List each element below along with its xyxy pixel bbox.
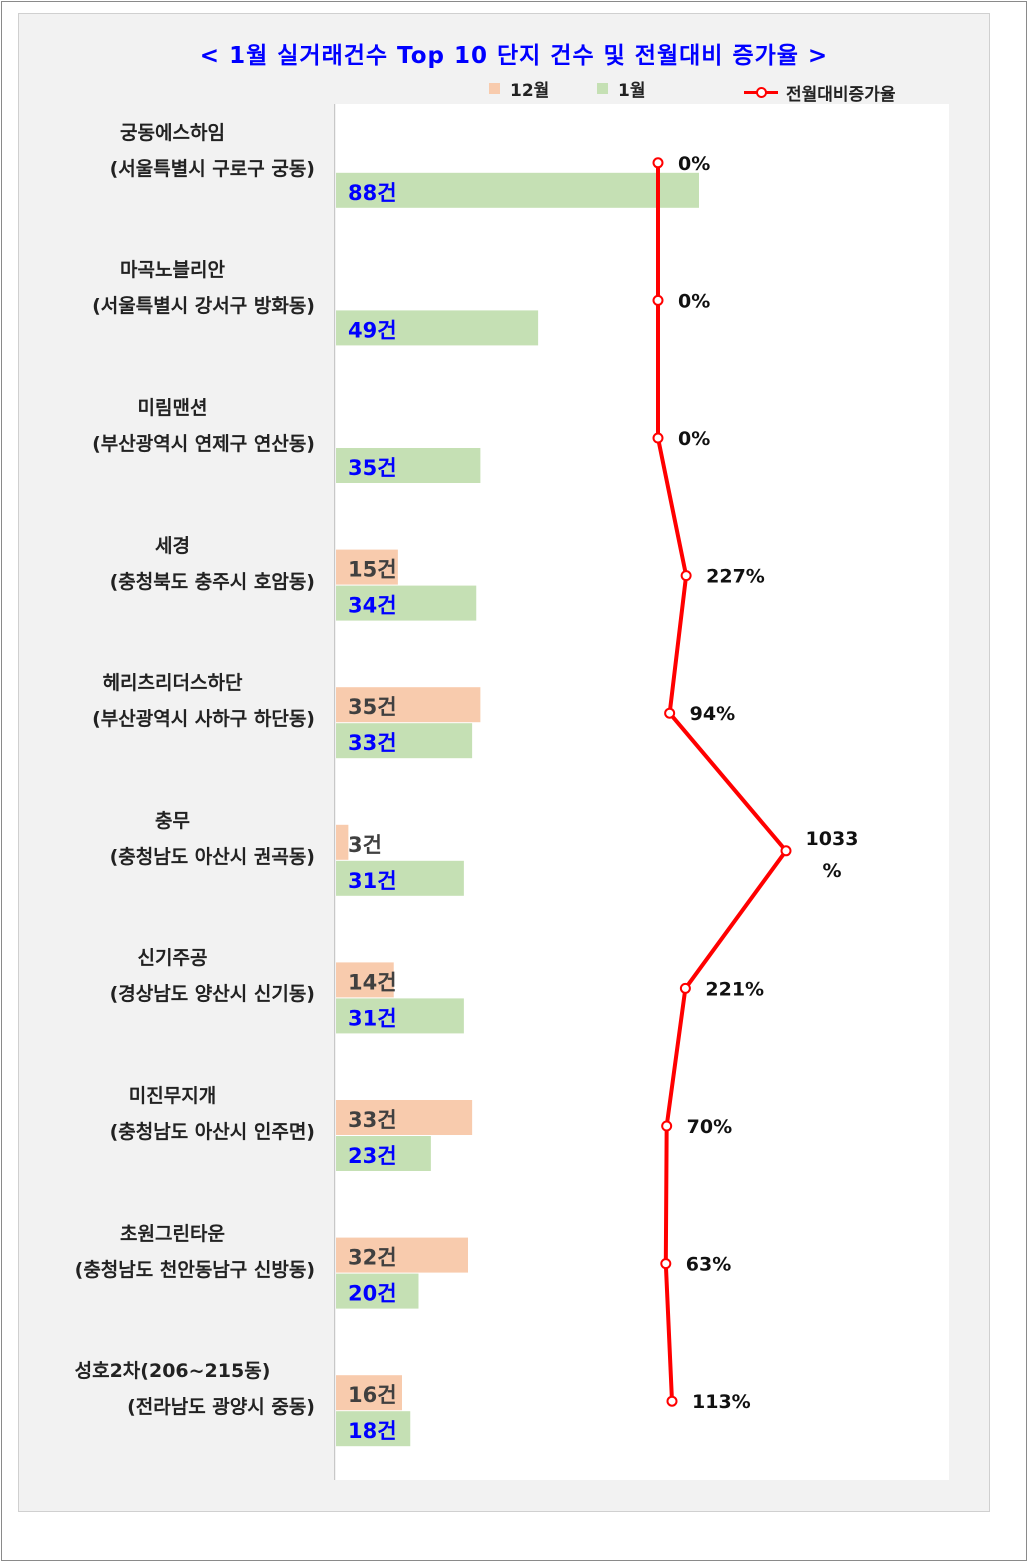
data-label-jan-2: 35건 [348, 456, 397, 480]
bar-jan-6 [336, 998, 464, 1034]
category-label-7: 미진무지개 (충청남도 아산시 인주면) [30, 1078, 315, 1150]
rate-label-0: 0% [678, 153, 710, 175]
bar-dec-8 [336, 1237, 468, 1273]
legend-swatch-jan [597, 83, 608, 94]
legend-label-jan: 1월 [618, 81, 646, 101]
data-label-dec-8: 32건 [348, 1246, 397, 1270]
category-location-3: (충청북도 충주시 호암동) [109, 570, 315, 593]
legend-label-rate: 전월대비증가율 [786, 85, 896, 105]
bar-dec-4 [336, 687, 481, 723]
category-name-1: 마곡노블리안 [120, 259, 225, 282]
rate-point-1 [652, 294, 664, 306]
category-name-5: 충무 [155, 809, 190, 832]
category-label-9: 성호2차(206~215동) (전라남도 광양시 중동) [30, 1353, 315, 1425]
data-label-dec-7: 33건 [348, 1108, 397, 1132]
data-label-jan-1: 49건 [348, 318, 397, 342]
legend-item-dec: 12월 [489, 76, 549, 101]
category-name-3: 세경 [155, 534, 190, 557]
data-label-dec-3: 15건 [348, 558, 397, 582]
rate-line [656, 162, 788, 1402]
bar-dec-5 [336, 824, 349, 860]
data-label-dec-6: 14건 [348, 970, 397, 994]
bar-jan-7 [336, 1136, 431, 1171]
category-label-5: 충무 (충청남도 아산시 권곡동) [30, 803, 315, 875]
bar-jan-4 [336, 723, 473, 759]
rate-point-6 [679, 982, 691, 994]
category-location-6: (경상남도 양산시 신기동) [109, 983, 315, 1006]
rate-point-3 [680, 570, 692, 582]
rate-label-2: 0% [678, 428, 710, 450]
bar-jan-0 [336, 172, 699, 208]
category-label-2: 미림맨션 (부산광역시 연제구 연산동) [30, 390, 315, 462]
legend-swatch-dec [489, 83, 500, 94]
category-label-6: 신기주공 (경상남도 양산시 신기동) [30, 940, 315, 1012]
category-location-7: (충청남도 아산시 인주면) [109, 1121, 315, 1143]
rate-point-8 [660, 1258, 672, 1270]
bar-jan-2 [336, 448, 481, 483]
category-name-0: 궁동에스하임 [120, 121, 225, 144]
category-name-4: 헤리츠리더스하단 [102, 672, 243, 695]
category-location-5: (충청남도 아산시 권곡동) [109, 845, 315, 868]
bar-dec-7 [336, 1100, 473, 1135]
bar-jan-3 [336, 585, 477, 621]
rate-point-4 [664, 707, 676, 719]
bar-jan-8 [336, 1273, 419, 1309]
category-label-1: 마곡노블리안 (서울특별시 강서구 방화동) [30, 252, 315, 324]
rate-label-4: 94% [690, 703, 735, 725]
category-label-0: 궁동에스하임 (서울특별시 구로구 궁동) [30, 115, 315, 187]
category-label-8: 초원그린타운 (충청남도 천안동남구 신방동) [30, 1216, 315, 1288]
rate-point-5 [780, 845, 792, 857]
data-label-jan-4: 33건 [348, 731, 397, 755]
data-label-jan-3: 34건 [348, 594, 397, 618]
category-label-4: 헤리츠리더스하단 (부산광역시 사하구 하단동) [30, 665, 315, 737]
data-label-jan-8: 20건 [348, 1282, 397, 1306]
data-label-jan-7: 23건 [348, 1144, 397, 1168]
rate-label-6: 221% [705, 978, 764, 1000]
bar-jan-9 [336, 1411, 411, 1447]
data-label-jan-9: 18건 [348, 1419, 397, 1443]
data-label-dec-5: 3건 [348, 833, 382, 857]
rate-label-8: 63% [686, 1254, 731, 1276]
data-label-jan-5: 31건 [348, 869, 397, 893]
category-axis-line [334, 104, 335, 1480]
bar-dec-6 [336, 962, 394, 998]
bar-jan-5 [336, 860, 464, 896]
category-location-8: (충청남도 천안동남구 신방동) [74, 1258, 315, 1281]
chart-title: < 1월 실거래건수 Top 10 단지 건수 및 전월대비 증가율 > [199, 43, 829, 69]
category-location-9: (전라남도 광양시 중동) [127, 1396, 315, 1419]
category-name-6: 신기주공 [137, 947, 208, 970]
rate-label-1: 0% [678, 290, 710, 312]
category-name-9: 성호2차(206~215동) [74, 1360, 271, 1383]
legend-item-jan: 1월 [597, 76, 645, 101]
data-label-dec-4: 35건 [348, 695, 397, 719]
category-name-2: 미림맨션 [137, 397, 208, 419]
rate-label-3: 227% [706, 566, 765, 588]
rate-point-7 [661, 1120, 673, 1132]
bar-jan-1 [336, 310, 539, 346]
rate-label-5: 1033% [806, 828, 859, 882]
legend-label-dec: 12월 [510, 81, 550, 101]
category-location-1: (서울특별시 강서구 방화동) [92, 295, 315, 318]
bar-dec-3 [336, 549, 398, 585]
rate-point-2 [652, 432, 664, 444]
category-label-3: 세경 (충청북도 충주시 호암동) [30, 528, 315, 600]
rate-point-0 [652, 157, 664, 169]
data-label-jan-0: 88건 [348, 181, 397, 205]
bar-dec-9 [336, 1375, 402, 1411]
category-location-2: (부산광역시 연제구 연산동) [92, 433, 315, 455]
rate-label-7: 70% [687, 1116, 732, 1138]
category-name-7: 미진무지개 [128, 1085, 217, 1107]
category-location-0: (서울특별시 구로구 궁동) [109, 157, 315, 180]
data-label-dec-9: 16건 [348, 1383, 397, 1407]
data-label-jan-6: 31건 [348, 1006, 397, 1030]
rate-label-9: 113% [692, 1391, 751, 1413]
legend-swatch-rate [744, 87, 778, 98]
legend-item-rate: 전월대비증가율 [744, 80, 895, 105]
category-name-8: 초원그린타운 [120, 1222, 225, 1245]
category-location-4: (부산광역시 사하구 하단동) [92, 708, 315, 731]
rate-point-9 [666, 1395, 678, 1407]
